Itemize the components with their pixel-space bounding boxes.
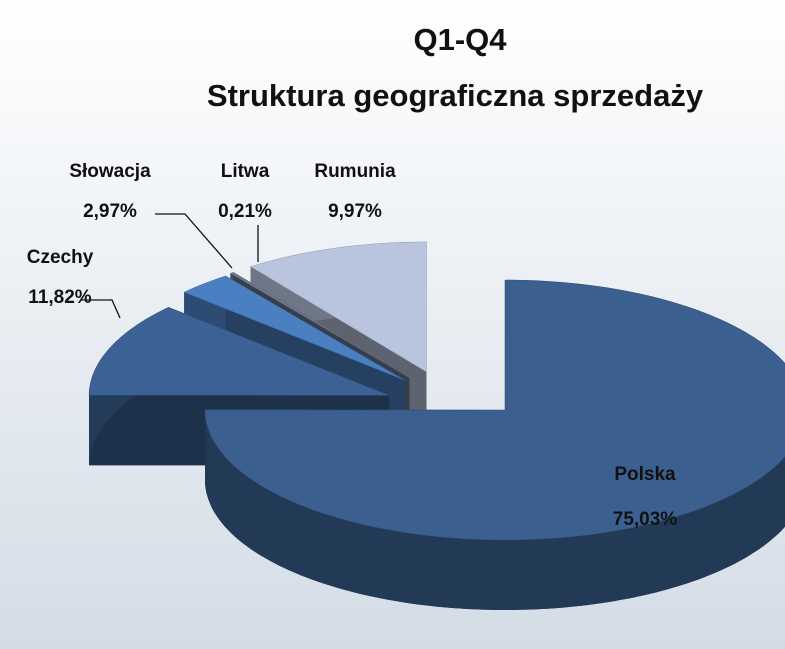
slice-top <box>249 241 427 373</box>
slice-top <box>183 275 406 381</box>
data-label: 2,97% <box>83 201 137 222</box>
data-label-name: Polska <box>614 464 676 485</box>
data-label-name: Rumunia <box>314 161 396 182</box>
pie <box>88 241 785 610</box>
slice-top <box>88 307 390 396</box>
data-label-name: Słowacja <box>69 161 151 182</box>
slice-top <box>229 272 410 379</box>
data-label-name: Czechy <box>27 247 94 268</box>
slice <box>204 279 785 610</box>
data-label: 11,82% <box>28 287 91 308</box>
slice-top <box>204 279 785 541</box>
chart-title: Q1-Q4 <box>413 22 507 57</box>
data-label: 0,21% <box>218 201 272 222</box>
leader-line <box>80 299 121 319</box>
data-label-name: Litwa <box>221 161 270 182</box>
data-label: 9,97% <box>328 201 382 222</box>
data-label: 75,03% <box>613 509 678 530</box>
chart-subtitle: Struktura geograficzna sprzedaży <box>207 78 704 113</box>
leader-line <box>155 213 233 269</box>
